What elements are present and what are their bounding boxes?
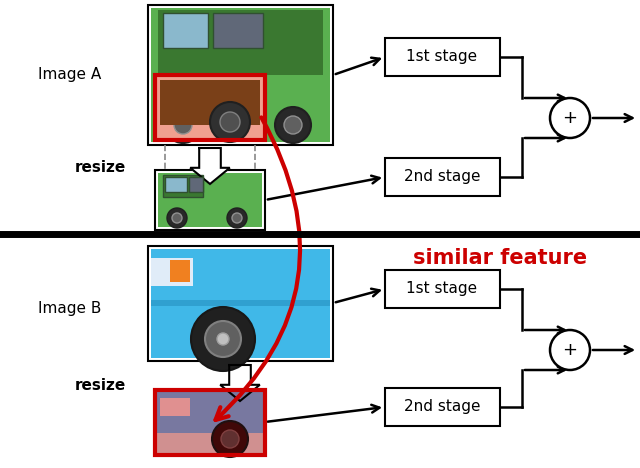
Bar — [151, 249, 330, 358]
Bar — [385, 270, 500, 308]
Bar — [170, 260, 190, 282]
Text: Image B: Image B — [38, 300, 102, 315]
Bar — [189, 177, 203, 192]
Circle shape — [550, 330, 590, 370]
Circle shape — [165, 107, 201, 143]
Text: +: + — [563, 341, 577, 359]
Circle shape — [550, 98, 590, 138]
Bar — [155, 433, 265, 455]
Bar — [155, 390, 265, 455]
Text: 1st stage: 1st stage — [406, 50, 477, 65]
Circle shape — [172, 213, 182, 223]
Circle shape — [217, 333, 229, 345]
Circle shape — [212, 421, 248, 457]
Bar — [151, 8, 330, 142]
Bar — [163, 175, 203, 197]
Text: Image A: Image A — [38, 67, 102, 82]
Circle shape — [205, 321, 241, 357]
Bar — [148, 5, 333, 145]
Bar — [385, 38, 500, 76]
Text: 1st stage: 1st stage — [406, 281, 477, 297]
Bar — [385, 388, 500, 426]
Circle shape — [275, 107, 311, 143]
Circle shape — [221, 430, 239, 448]
Text: similar feature: similar feature — [413, 248, 587, 268]
Bar — [151, 300, 330, 306]
Text: 2nd stage: 2nd stage — [404, 400, 480, 415]
Bar — [165, 177, 187, 192]
Bar — [158, 173, 262, 227]
Text: resize: resize — [74, 378, 125, 393]
Bar — [155, 75, 265, 140]
Bar — [163, 13, 208, 48]
Bar — [158, 10, 323, 75]
Polygon shape — [220, 365, 260, 401]
Bar — [148, 246, 333, 361]
Bar — [155, 390, 265, 455]
Circle shape — [227, 208, 247, 228]
Bar — [153, 80, 168, 92]
Bar — [155, 170, 265, 230]
Circle shape — [174, 116, 192, 134]
Bar — [213, 13, 263, 48]
Text: 2nd stage: 2nd stage — [404, 169, 480, 184]
Bar — [160, 80, 260, 125]
Circle shape — [191, 307, 255, 371]
Text: +: + — [563, 109, 577, 127]
Circle shape — [284, 116, 302, 134]
Bar — [160, 398, 190, 416]
Polygon shape — [190, 148, 230, 184]
Circle shape — [210, 102, 250, 142]
FancyArrowPatch shape — [216, 117, 300, 420]
Bar — [385, 158, 500, 196]
Circle shape — [167, 208, 187, 228]
Circle shape — [232, 213, 242, 223]
Bar — [155, 75, 265, 140]
Text: resize: resize — [74, 161, 125, 176]
Circle shape — [220, 112, 240, 132]
Bar — [151, 258, 193, 286]
